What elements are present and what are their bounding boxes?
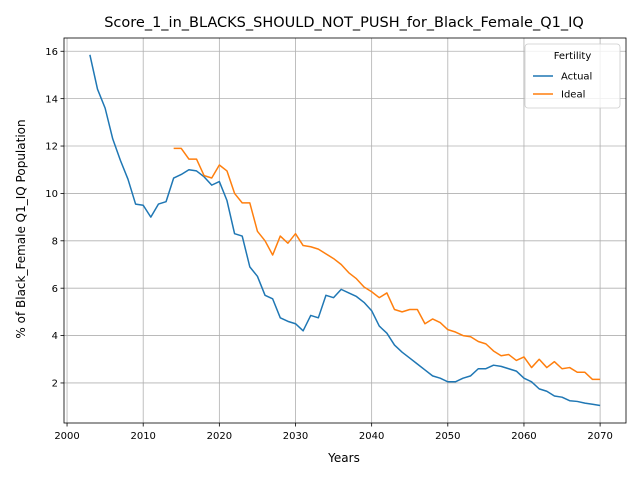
chart-title: Score_1_in_BLACKS_SHOULD_NOT_PUSH_for_Bl… [104,15,584,31]
y-tick-label: 2 [52,379,58,390]
y-tick-label: 4 [52,331,58,342]
y-tick-label: 8 [52,236,58,247]
x-tick-label: 2050 [435,431,460,442]
x-tick-label: 2070 [587,431,612,442]
x-tick-label: 2060 [511,431,536,442]
legend: Fertility Actual Ideal [524,43,621,109]
x-tick-label: 2000 [54,431,79,442]
y-tick-label: 10 [45,189,58,200]
x-axis: 2000 2010 2020 2030 2040 2050 2060 2070 [54,423,613,442]
legend-label-ideal: Ideal [561,90,585,101]
x-tick-label: 2030 [283,431,308,442]
x-tick-label: 2020 [207,431,232,442]
legend-box [524,43,621,109]
x-axis-label: Years [327,451,360,465]
y-axis: 2 4 6 8 10 12 14 16 [45,47,64,390]
y-tick-label: 6 [52,284,58,295]
x-tick-label: 2010 [130,431,155,442]
x-tick-label: 2040 [359,431,384,442]
legend-label-actual: Actual [561,72,592,83]
y-axis-label: % of Black_Female Q1_IQ Population [14,119,28,338]
legend-title: Fertility [554,51,592,62]
y-tick-label: 12 [45,142,58,153]
y-tick-label: 16 [45,47,58,58]
plot-frame [63,37,627,424]
series-group [89,54,601,407]
series-line-actual [89,54,601,407]
series-line-ideal [173,147,601,381]
y-tick-label: 14 [45,94,58,105]
